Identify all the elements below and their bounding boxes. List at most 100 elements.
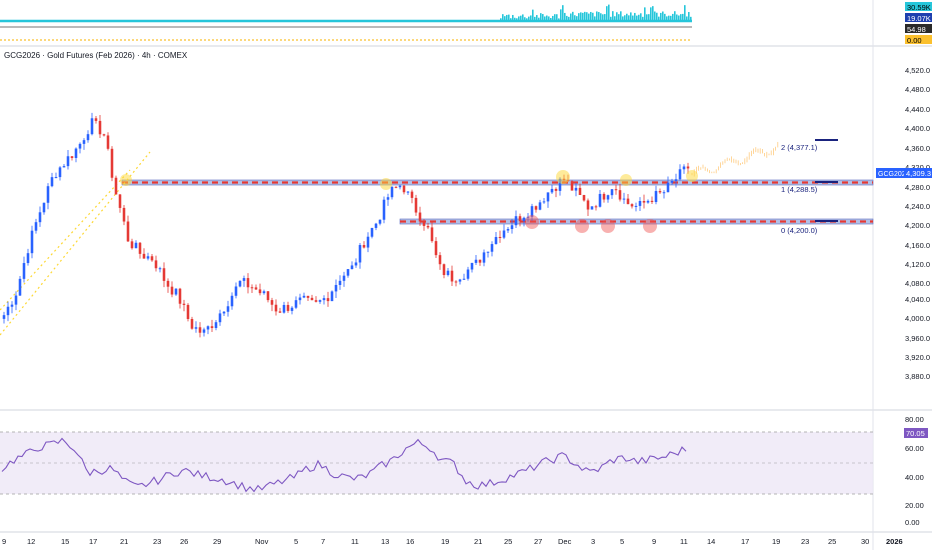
candle-down (626, 198, 630, 205)
candle-up (50, 177, 54, 187)
volume-bar (516, 18, 518, 21)
candle-down (594, 206, 598, 208)
top-indicator-pane (0, 4, 692, 41)
time-axis-label: 19 (772, 537, 780, 546)
volume-bar (682, 13, 684, 21)
volume-histogram (500, 4, 692, 22)
time-axis-label: 27 (534, 537, 542, 546)
candle-up (378, 219, 382, 224)
candle-down (426, 225, 430, 228)
candle-down (438, 255, 442, 265)
time-axis[interactable]: 9 12 15 17 21 23 26 29 Nov 5 7 11 13 16 … (2, 537, 903, 546)
volume-bar (548, 16, 550, 21)
volume-bar (530, 15, 532, 21)
candle-down (118, 194, 122, 208)
candle-up (302, 295, 306, 298)
badge-bg (905, 2, 932, 11)
candle-down (658, 191, 662, 193)
candle-up (238, 280, 242, 287)
volume-bar (620, 11, 622, 21)
time-axis-label: 16 (406, 537, 414, 546)
candle-up (14, 295, 18, 305)
volume-bar (586, 12, 588, 21)
candle-down (246, 278, 250, 288)
rsi-line (1, 437, 687, 493)
volume-bar (664, 13, 666, 21)
volume-bar (576, 16, 578, 21)
current-symbol-badge: GCG2026 (878, 171, 910, 178)
badge-bg (905, 13, 932, 22)
volume-bar (572, 11, 574, 21)
volume-bar (594, 16, 596, 21)
resistance-touch-highlight (620, 174, 632, 186)
candle-down (170, 286, 174, 295)
volume-bar (636, 15, 638, 21)
candle-down (518, 216, 522, 222)
volume-bar (592, 12, 594, 21)
candle-up (634, 205, 638, 207)
candle-down (602, 193, 606, 200)
candle-up (474, 259, 478, 263)
volume-bar (658, 16, 660, 21)
candle-up (10, 304, 14, 307)
price-axis-label: 4,120.0 (905, 260, 930, 269)
rsi-band (0, 432, 873, 494)
price-axis[interactable]: 4,520.0 4,480.0 4,440.0 4,400.0 4,360.0 … (905, 66, 930, 381)
volume-bar (538, 17, 540, 21)
candle-down (650, 200, 654, 203)
support-touch-highlight (601, 219, 615, 233)
volume-bar (640, 13, 642, 21)
candle-up (206, 326, 210, 330)
candle-up (558, 178, 562, 191)
volume-bar (574, 15, 576, 21)
volume-bar (610, 16, 612, 21)
volume-bar (638, 14, 640, 21)
candle-down (198, 327, 202, 333)
volume-bar (648, 14, 650, 21)
volume-bar (684, 5, 686, 21)
candle-up (654, 191, 658, 203)
candle-down (102, 134, 106, 136)
volume-bar (598, 12, 600, 21)
candle-down (154, 260, 158, 269)
candle-up (386, 197, 390, 200)
time-axis-label: 26 (180, 537, 188, 546)
price-axis-label: 4,280.0 (905, 183, 930, 192)
volume-bar (514, 17, 516, 21)
candle-down (114, 177, 118, 195)
rsi-value-badge-bg (904, 428, 928, 438)
volume-bar (656, 12, 658, 21)
candle-up (146, 256, 150, 259)
rsi-axis-label: 0.00 (905, 518, 920, 527)
candle-down (642, 200, 646, 203)
candle-up (466, 269, 470, 279)
candle-down (630, 204, 634, 207)
candle-up (338, 280, 342, 285)
candle-down (430, 227, 434, 242)
rsi-axis-label: 80.00 (905, 415, 924, 424)
volume-bar (590, 11, 592, 21)
price-axis-label: 3,960.0 (905, 334, 930, 343)
candle-up (458, 279, 462, 282)
badge-volume-ma: 19.07K (907, 14, 931, 23)
candle-down (414, 197, 418, 213)
candle-up (358, 245, 362, 263)
volume-bar (630, 12, 632, 21)
badge-value: 54.98 (907, 25, 926, 34)
candle-down (686, 166, 690, 169)
candle-down (582, 194, 586, 201)
volume-bar (668, 15, 670, 21)
candle-up (298, 297, 302, 301)
volume-bar (504, 16, 506, 21)
time-axis-label: 23 (153, 537, 161, 546)
volume-bar (666, 16, 668, 21)
candle-down (266, 291, 270, 301)
time-axis-label-year: 2026 (886, 537, 903, 546)
candle-down (138, 242, 142, 254)
symbol-title: GCG2026 · Gold Futures (Feb 2026) · 4h ·… (4, 51, 188, 60)
time-axis-label: 7 (321, 537, 325, 546)
candle-up (38, 212, 42, 223)
rsi-current-value: 70.05 (906, 429, 925, 438)
